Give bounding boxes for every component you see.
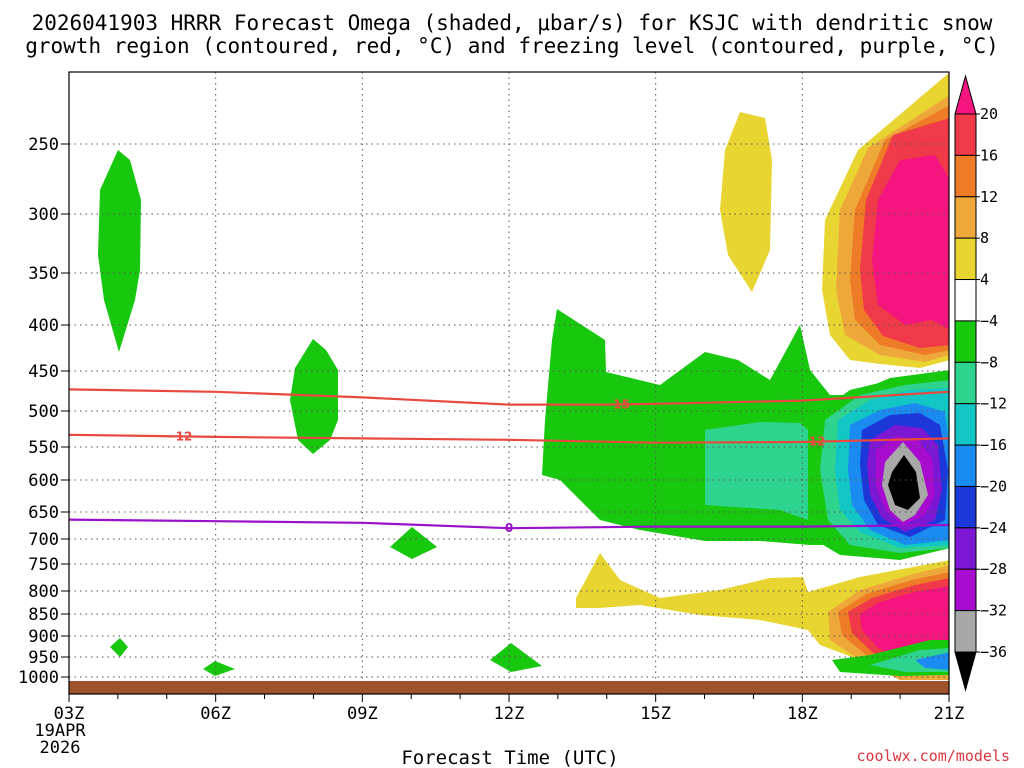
colorbar-label-11: −28 xyxy=(980,560,1007,578)
contour-lines: −15 −12 −12 0 xyxy=(68,388,950,535)
colorbar-swatch-13 xyxy=(954,610,977,653)
x-tick-label-21Z: 21Z xyxy=(934,704,965,724)
mid-negative-core-black xyxy=(888,455,920,510)
colorbar-label-2: 12 xyxy=(980,188,998,206)
colorbar-label-12: −32 xyxy=(980,602,1007,620)
plot-frame xyxy=(68,71,950,695)
x-tick-label-12Z: 12Z xyxy=(494,704,525,724)
colorbar-swatch-7 xyxy=(954,361,977,405)
y-tick-label-400: 400 xyxy=(28,316,59,336)
colorbar-swatch-9 xyxy=(954,444,977,487)
ground-surface-bar xyxy=(69,681,949,694)
y-tick-label-350: 350 xyxy=(28,264,59,284)
green-blob-04z-upper xyxy=(98,150,141,352)
chart-title-line1: 2026041903 HRRR Forecast Omega (shaded, … xyxy=(32,11,993,35)
y-tick-label-800: 800 xyxy=(28,582,59,602)
yellow-column-17z xyxy=(720,112,772,292)
colorbar: 20 16 12 8 4 −4 −8 −12 −16 −20 −24 −28 −32 −36 xyxy=(954,74,1007,692)
colorbar-swatch-4 xyxy=(954,237,977,281)
upper-omega-plume xyxy=(822,72,949,368)
colorbar-label-1: 16 xyxy=(980,146,998,164)
date-label-line1: 19APR xyxy=(34,721,86,741)
date-label-line2: 2026 xyxy=(40,738,81,758)
contour-label-2-0: 0 xyxy=(505,521,513,535)
y-tick-label-900: 900 xyxy=(28,627,59,647)
colorbar-top-arrow xyxy=(954,74,977,115)
y-tick-label-700: 700 xyxy=(28,530,59,550)
colorbar-swatch-6 xyxy=(954,320,977,363)
colorbar-label-0: 20 xyxy=(980,105,998,123)
colorbar-swatch-8 xyxy=(954,403,977,446)
upper-positive-core xyxy=(872,155,949,330)
x-tick-label-06Z: 06Z xyxy=(200,704,231,724)
x-axis-label: Forecast Time (UTC) xyxy=(401,747,618,768)
contour-label-1-1: −12 xyxy=(799,435,826,449)
y-tick-label-650: 650 xyxy=(28,503,59,523)
y-tick-label-1000: 1000 xyxy=(18,668,59,688)
green-blob-04z-lower xyxy=(110,638,128,657)
colorbar-bottom-arrow xyxy=(954,651,977,692)
y-tick-label-450: 450 xyxy=(28,362,59,382)
credit-text: coolwx.com/models xyxy=(856,747,1010,765)
colorbar-label-9: −20 xyxy=(980,477,1007,495)
contour-freezing-level xyxy=(68,518,950,530)
x-tick-label-09Z: 09Z xyxy=(347,704,378,724)
x-tick-label-03Z: 03Z xyxy=(54,704,85,724)
green-blob-10z xyxy=(390,527,437,559)
y-axis-ticks: 2503003504004505005506006507007508008509… xyxy=(18,135,69,688)
x-axis-ticks: 03Z 06Z 09Z 12Z 15Z 18Z 21Z xyxy=(54,694,965,724)
colorbar-label-4: 4 xyxy=(980,271,989,289)
colorbar-label-8: −16 xyxy=(980,436,1007,454)
colorbar-swatch-12 xyxy=(954,568,977,612)
contour-label-0-0: −15 xyxy=(603,397,630,411)
y-tick-label-300: 300 xyxy=(28,205,59,225)
colorbar-label-5: −4 xyxy=(980,312,998,330)
y-tick-label-550: 550 xyxy=(28,438,59,458)
near-surface-blue xyxy=(915,652,949,670)
colorbar-label-7: −12 xyxy=(980,395,1007,413)
grid-lines xyxy=(69,72,949,681)
colorbar-swatch-5 xyxy=(954,279,977,322)
contour-minus15 xyxy=(68,388,950,406)
contour-label-1-0: −12 xyxy=(166,429,193,443)
x-tick-label-15Z: 15Z xyxy=(640,704,671,724)
colorbar-label-3: 8 xyxy=(980,229,989,247)
colorbar-swatch-10 xyxy=(954,485,977,529)
green-blob-06z xyxy=(203,661,235,676)
colorbar-swatch-2 xyxy=(954,154,977,198)
y-tick-label-950: 950 xyxy=(28,648,59,668)
y-tick-label-600: 600 xyxy=(28,471,59,491)
colorbar-label-13: −36 xyxy=(980,643,1007,661)
mid-negative-omega-core xyxy=(705,376,949,560)
y-tick-label-250: 250 xyxy=(28,135,59,155)
contour-minus12 xyxy=(68,433,950,444)
y-tick-label-850: 850 xyxy=(28,605,59,625)
x-tick-label-18Z: 18Z xyxy=(787,704,818,724)
colorbar-label-10: −24 xyxy=(980,519,1007,537)
y-tick-label-500: 500 xyxy=(28,402,59,422)
colorbar-swatch-11 xyxy=(954,527,977,570)
colorbar-label-6: −8 xyxy=(980,353,998,371)
colorbar-swatch-1 xyxy=(954,113,977,156)
shaded-field-layer xyxy=(98,72,949,680)
chart-title-line2: growth region (contoured, red, °C) and f… xyxy=(25,34,999,58)
colorbar-swatch-3 xyxy=(954,196,977,239)
y-tick-label-750: 750 xyxy=(28,555,59,575)
